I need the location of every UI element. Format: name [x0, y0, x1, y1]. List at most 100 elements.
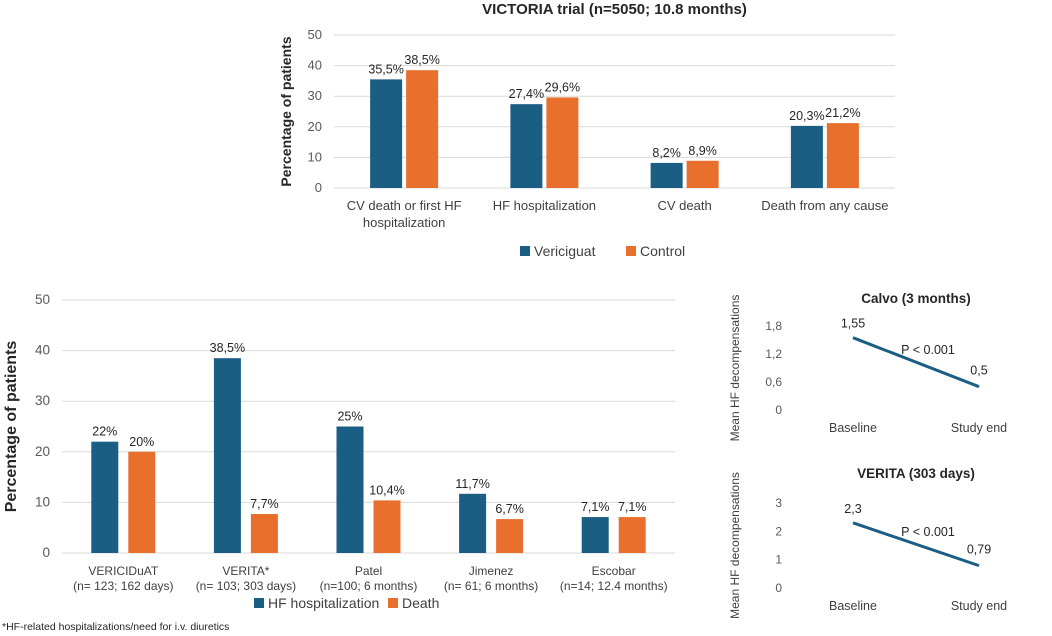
legend-label: Control	[640, 243, 685, 259]
chart-title: VERITA (303 days)	[857, 466, 975, 481]
data-label: 22%	[92, 425, 117, 439]
y-axis-label: Percentage of patients	[3, 341, 20, 513]
y-axis-label: Mean HF decompensations	[728, 295, 742, 442]
category-label: (n=100; 6 months)	[320, 579, 418, 593]
bar	[213, 358, 241, 553]
y-tick-label: 50	[308, 27, 322, 42]
category-label: VERICIDuAT	[88, 564, 158, 578]
data-label: 27,4%	[509, 87, 544, 101]
data-label: 7,1%	[618, 500, 647, 514]
y-tick-label: 2	[775, 524, 782, 538]
data-label: 6,7%	[495, 502, 524, 516]
y-tick-label: 0	[775, 581, 782, 595]
y-tick-label: 3	[775, 496, 782, 510]
category-label: Death from any cause	[761, 198, 888, 213]
category-label: hospitalization	[363, 215, 445, 230]
data-label: 8,2%	[652, 146, 681, 160]
category-label: CV death or first HF	[347, 198, 462, 213]
y-tick-label: 50	[35, 292, 50, 307]
p-value-annotation: P < 0.001	[901, 343, 955, 357]
data-label: 38,5%	[210, 341, 245, 355]
y-axis-label: Percentage of patients	[278, 36, 294, 186]
y-axis-label: Mean HF decompensations	[728, 472, 742, 619]
data-label: 0,79	[967, 543, 991, 557]
bar	[826, 123, 859, 188]
data-label: 29,6%	[545, 80, 580, 94]
bar	[91, 441, 119, 553]
category-label: Baseline	[829, 599, 877, 613]
y-tick-label: 30	[308, 88, 322, 103]
category-label: (n=14; 12.4 months)	[560, 579, 668, 593]
bar	[373, 500, 401, 553]
data-label: 7,7%	[250, 497, 279, 511]
legend-label: HF hospitalization	[268, 595, 379, 611]
y-tick-label: 40	[35, 343, 50, 358]
data-label: 1,55	[841, 317, 865, 331]
data-label: 21,2%	[825, 106, 860, 120]
legend-label: Vericiguat	[534, 243, 596, 259]
data-label: 7,1%	[581, 500, 610, 514]
bar	[650, 162, 683, 188]
bar	[546, 97, 579, 188]
bar	[790, 125, 823, 188]
y-tick-label: 40	[308, 58, 322, 73]
bar	[370, 79, 403, 188]
category-label: HF hospitalization	[493, 198, 596, 213]
category-label: Baseline	[829, 421, 877, 435]
bar	[686, 160, 719, 188]
legend-swatch	[254, 598, 264, 608]
y-tick-label: 0	[315, 180, 322, 195]
category-label: Study end	[951, 421, 1007, 435]
category-label: (n= 61; 6 months)	[444, 579, 538, 593]
data-label: 2,3	[844, 502, 861, 516]
bar	[581, 517, 609, 553]
chart-title: Calvo (3 months)	[861, 291, 971, 306]
y-tick-label: 1,2	[765, 347, 782, 361]
category-label: Escobar	[592, 564, 636, 578]
data-label: 11,7%	[455, 477, 490, 491]
y-tick-label: 30	[35, 393, 50, 408]
category-label: VERITA*	[222, 564, 269, 578]
footnote: *HF-related hospitalizations/need for i.…	[2, 621, 230, 633]
legend-swatch	[388, 598, 398, 608]
series-line	[852, 521, 980, 568]
category-label: CV death	[658, 198, 712, 213]
bar	[459, 493, 487, 553]
y-tick-label: 1,8	[765, 319, 782, 333]
data-label: 35,5%	[368, 62, 403, 76]
data-label: 8,9%	[688, 144, 717, 158]
y-tick-label: 1	[775, 553, 782, 567]
data-label: 20,3%	[789, 109, 824, 123]
y-tick-label: 10	[35, 494, 50, 509]
data-label: 10,4%	[369, 483, 404, 497]
legend-label: Death	[402, 595, 439, 611]
category-label: (n= 103; 303 days)	[196, 579, 296, 593]
legend-swatch	[520, 246, 530, 256]
y-tick-label: 20	[35, 444, 50, 459]
y-tick-label: 0	[775, 403, 782, 417]
bar	[128, 451, 156, 553]
y-tick-label: 0,6	[765, 375, 782, 389]
chart-title: VICTORIA trial (n=5050; 10.8 months)	[482, 1, 747, 18]
data-label: 0,5	[970, 364, 987, 378]
bar	[406, 70, 439, 188]
y-tick-label: 0	[42, 545, 50, 560]
y-tick-label: 10	[308, 149, 322, 164]
y-tick-label: 20	[308, 119, 322, 134]
category-label: (n= 123; 162 days)	[73, 579, 173, 593]
bar	[510, 104, 543, 188]
category-label: Patel	[355, 564, 382, 578]
data-label: 25%	[337, 410, 362, 424]
legend-swatch	[626, 246, 636, 256]
data-label: 38,5%	[404, 53, 439, 67]
p-value-annotation: P < 0.001	[901, 525, 955, 539]
category-label: Jimenez	[469, 564, 514, 578]
bar	[618, 517, 646, 553]
data-label: 20%	[129, 435, 154, 449]
bar	[496, 519, 524, 553]
bar	[336, 426, 364, 553]
series-line	[852, 336, 980, 389]
category-label: Study end	[951, 599, 1007, 613]
bar	[250, 514, 278, 553]
